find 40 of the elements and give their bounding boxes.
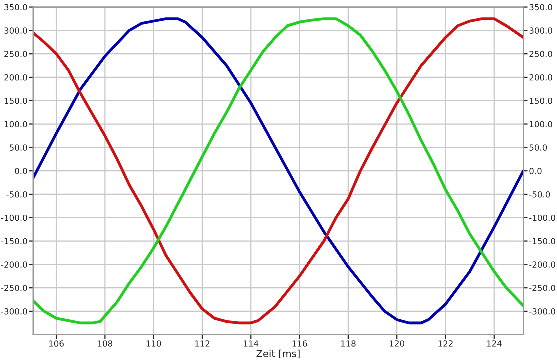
x-tick-label: 110 xyxy=(146,340,162,347)
y-tick-label: -100.0 xyxy=(1,214,28,222)
y2-tick-label: 0.0 xyxy=(530,168,542,174)
x-tick-label: 118 xyxy=(341,340,356,347)
y-tick-label: 100.0 xyxy=(4,121,28,128)
x-axis-title: Zeit [ms] xyxy=(256,350,300,359)
y2-tick-label: 50.0 xyxy=(530,144,548,151)
y2-tick-label: -150.0 xyxy=(530,238,556,245)
y-tick-label: -300.0 xyxy=(1,308,28,315)
x-tick-label: 106 xyxy=(49,340,64,347)
y2-tick-label: -50.0 xyxy=(530,191,550,198)
y2-tick-label: 200.0 xyxy=(530,74,552,81)
y-tick-label: 0.0 xyxy=(15,168,28,174)
y2-tick-label: -250.0 xyxy=(530,285,556,292)
y-tick-label: 200.0 xyxy=(4,74,28,81)
x-tick-label: 114 xyxy=(244,340,259,347)
y2-tick-label: 100.0 xyxy=(530,121,552,128)
y-tick-label: 150.0 xyxy=(4,98,28,104)
y-tick-label: 250.0 xyxy=(4,51,28,58)
y-tick-label: -50.0 xyxy=(6,191,28,198)
y-tick-label: -150.0 xyxy=(1,238,28,245)
x-tick-label: 120 xyxy=(390,340,404,347)
y2-tick-label: -300.0 xyxy=(530,308,556,315)
y2-tick-label: 150.0 xyxy=(530,98,552,104)
y2-tick-label: 250.0 xyxy=(530,51,552,58)
y2-tick-label: 350.0 xyxy=(530,4,552,11)
y-tick-label: 300.0 xyxy=(4,28,28,34)
y-tick-label: -200.0 xyxy=(1,262,28,268)
x-tick-label: 112 xyxy=(195,340,210,347)
x-tick-label: 116 xyxy=(292,340,308,347)
y-tick-label: 50.0 xyxy=(10,144,28,151)
line-series xyxy=(33,18,524,325)
x-tick-label: 108 xyxy=(98,340,113,347)
y2-tick-label: -200.0 xyxy=(530,262,556,268)
y-tick-label: -250.0 xyxy=(1,285,28,292)
x-tick-label: 124 xyxy=(487,340,502,347)
y2-tick-label: -100.0 xyxy=(530,214,556,222)
y2-tick-label: 300.0 xyxy=(530,28,552,34)
y-tick-label: 350.0 xyxy=(4,4,28,11)
x-tick-label: 122 xyxy=(438,340,453,347)
